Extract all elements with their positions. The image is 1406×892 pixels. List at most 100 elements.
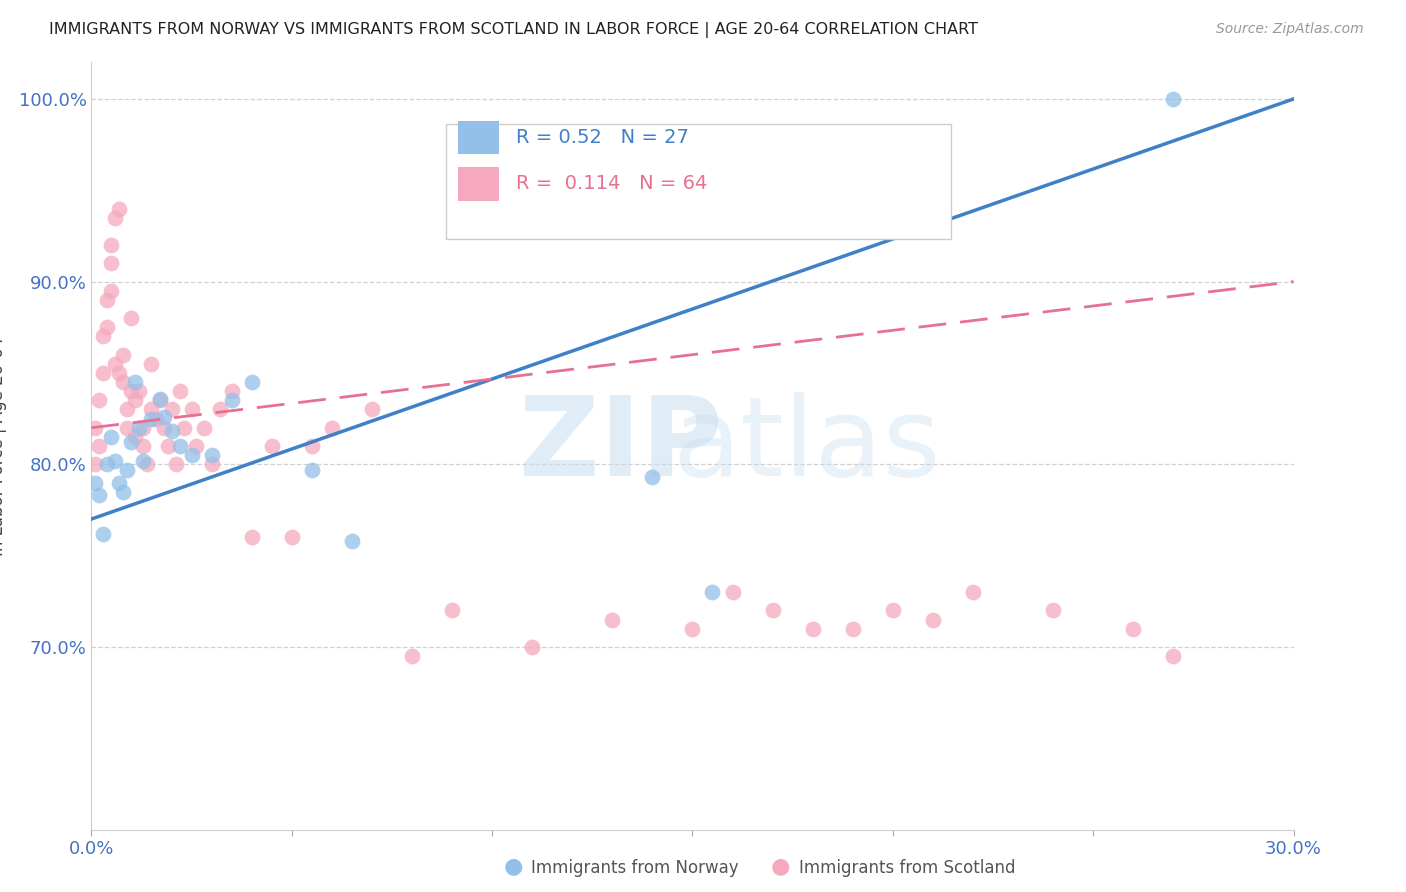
Point [1122,622,1144,636]
Point [922,613,945,627]
Point [100,238,122,252]
Point [93,366,115,380]
Point [152,421,174,435]
Point [84,421,107,435]
Text: Immigrants from Scotland: Immigrants from Scotland [799,859,1015,877]
Point [165,457,187,471]
Point [84,457,107,471]
Text: Source: ZipAtlas.com: Source: ZipAtlas.com [1216,22,1364,37]
Point [89,439,111,453]
Point [208,402,231,417]
Point [641,470,664,484]
Point [522,640,544,654]
Point [89,488,111,502]
Point [681,622,703,636]
Point [762,603,785,617]
Point [1163,92,1185,106]
Point [401,648,423,663]
Point [440,603,463,617]
Point [117,421,139,435]
Point [121,384,143,399]
Point [260,439,283,453]
Point [121,435,143,450]
Point [104,453,127,467]
Point [841,622,863,636]
Point [301,463,323,477]
Point [117,402,139,417]
Point [180,402,202,417]
Point [136,457,159,471]
Text: ZIP: ZIP [519,392,723,500]
Point [160,402,183,417]
Point [121,311,143,326]
Point [124,430,146,444]
Point [184,439,207,453]
Text: atlas: atlas [672,392,941,500]
Point [96,293,118,307]
Point [281,530,304,544]
Point [112,348,135,362]
Point [128,384,150,399]
Point [1163,648,1185,663]
Point [108,202,131,216]
Point [132,453,155,467]
Point [721,585,744,599]
Point [240,530,263,544]
Point [156,439,179,453]
Point [882,603,904,617]
Point [100,430,122,444]
Text: ●: ● [770,856,790,876]
Point [132,421,155,435]
Point [201,448,224,462]
Point [801,622,824,636]
Point [148,392,170,406]
Point [173,421,195,435]
Point [340,533,363,548]
Point [100,256,122,270]
Point [100,284,122,298]
Point [193,421,215,435]
Text: R =  0.114   N = 64: R = 0.114 N = 64 [516,174,707,194]
Point [112,375,135,389]
FancyBboxPatch shape [458,120,499,154]
Point [96,320,118,334]
Point [201,457,224,471]
Point [152,409,174,424]
Point [602,613,624,627]
Point [108,366,131,380]
Point [221,384,243,399]
Point [124,393,146,408]
Point [104,357,127,371]
Point [112,484,135,499]
Text: IMMIGRANTS FROM NORWAY VS IMMIGRANTS FROM SCOTLAND IN LABOR FORCE | AGE 20-64 CO: IMMIGRANTS FROM NORWAY VS IMMIGRANTS FRO… [49,22,979,38]
Point [96,457,118,471]
Point [301,439,323,453]
FancyBboxPatch shape [458,167,499,201]
Point [141,357,163,371]
Point [89,393,111,408]
Point [148,393,170,408]
Point [124,375,146,389]
Point [221,393,243,408]
Y-axis label: In Labor Force | Age 20-64: In Labor Force | Age 20-64 [0,336,7,556]
Text: R = 0.52   N = 27: R = 0.52 N = 27 [516,128,689,147]
Point [128,421,150,435]
Point [180,448,202,462]
Point [84,475,107,490]
Point [169,384,191,399]
FancyBboxPatch shape [446,124,950,239]
Point [93,329,115,343]
Point [132,439,155,453]
Point [962,585,984,599]
Point [93,526,115,541]
Point [141,411,163,425]
Point [1042,603,1064,617]
Point [169,439,191,453]
Point [117,463,139,477]
Point [141,402,163,417]
Point [240,375,263,389]
Point [702,585,724,599]
Text: Immigrants from Norway: Immigrants from Norway [531,859,740,877]
Point [145,411,167,425]
Point [360,402,382,417]
